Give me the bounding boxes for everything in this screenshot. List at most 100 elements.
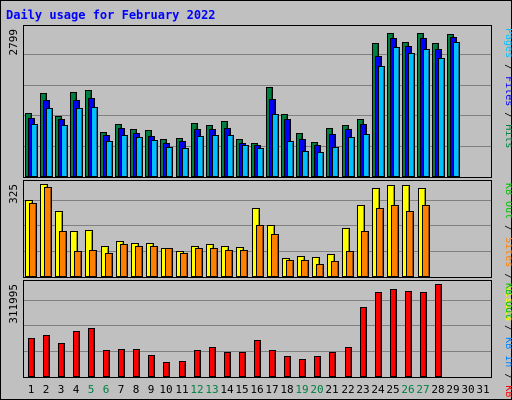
legend-entry: / — [503, 367, 512, 385]
bar-shade — [428, 50, 429, 176]
bar-shade — [307, 152, 308, 176]
bar-kb-f-21 — [329, 352, 336, 377]
legend-entry: KB In — [503, 337, 512, 367]
bar-kb-f-20 — [314, 356, 321, 377]
bar-sites-21 — [331, 261, 339, 277]
bar-kb-f-12 — [194, 350, 201, 377]
x-tick-label: 15 — [235, 383, 248, 396]
x-tick-label: 27 — [416, 383, 429, 396]
bar-shade — [428, 206, 429, 276]
bar-shade — [111, 254, 112, 276]
bar-shade — [111, 142, 112, 176]
bar-kb-f-1 — [28, 338, 35, 377]
bar-shade — [232, 136, 233, 176]
x-tick-label: 9 — [148, 383, 155, 396]
x-tick-label: 10 — [159, 383, 172, 396]
bar-sites-19 — [301, 260, 309, 277]
legend-entry: Hits — [503, 124, 512, 148]
bar-shade — [337, 262, 338, 276]
x-tick-label: 23 — [356, 383, 369, 396]
bar-shade — [35, 204, 36, 276]
legend-entry: Files — [503, 76, 512, 106]
bar-shade — [171, 148, 172, 176]
legend-entry: / — [503, 267, 512, 285]
bar-pages-17 — [272, 114, 279, 177]
x-tick-label: 24 — [371, 383, 385, 396]
x-tick-label: 21 — [325, 383, 338, 396]
bar-shade — [93, 329, 94, 376]
bar-shade — [81, 109, 82, 176]
bar-shade — [383, 67, 384, 176]
bar-shade — [412, 212, 413, 276]
x-tick-label: 8 — [133, 383, 140, 396]
panel-max-label: 325 — [7, 184, 20, 204]
legend-entry: KB Out — [503, 283, 512, 319]
bar-shade — [334, 353, 335, 376]
legend-entry: / — [503, 319, 512, 337]
bar-kb-f-15 — [239, 352, 246, 377]
bar-kb-f-22 — [345, 347, 352, 377]
bar-shade — [217, 136, 218, 176]
bar-shade — [153, 356, 154, 376]
bar-kb-f-10 — [163, 362, 170, 377]
bar-shade — [425, 293, 426, 376]
bar-shade — [322, 153, 323, 176]
bar-sites-13 — [210, 248, 218, 277]
bar-pages-4 — [76, 108, 83, 177]
bar-sites-25 — [391, 205, 399, 277]
x-tick-label: 12 — [190, 383, 203, 396]
x-tick-label: 1 — [28, 383, 35, 396]
bar-pages-11 — [182, 148, 189, 177]
bar-shade — [247, 146, 248, 176]
panel-1: 2799 Pages / Files / Hits — [7, 25, 512, 178]
x-tick-label: 11 — [175, 383, 188, 396]
bar-kb-f-13 — [209, 347, 216, 377]
bar-shade — [123, 350, 124, 376]
bar-shade — [156, 247, 157, 276]
bar-sites-24 — [376, 208, 384, 277]
bar-pages-2 — [46, 108, 53, 177]
bar-shade — [368, 135, 369, 176]
bar-pages-5 — [91, 107, 98, 177]
x-tick-label: 7 — [118, 383, 125, 396]
bar-pages-28 — [438, 58, 445, 177]
bar-sites-7 — [120, 244, 128, 277]
bar-pages-19 — [302, 151, 309, 177]
bar-shade — [138, 350, 139, 376]
bar-sites-4 — [74, 251, 82, 277]
x-axis-labels: 1 2 3 4 5 6 7 8 9 10 11 12 13 14 15 16 17 18 19 20 21 22 23 24 2… — [28, 383, 490, 396]
x-tick-label: 20 — [310, 383, 323, 396]
bar-shade — [413, 54, 414, 176]
bar-shade — [289, 357, 290, 376]
legend-entry: KB F — [503, 385, 512, 400]
bar-pages-7 — [121, 135, 128, 177]
bar-kb-f-25 — [390, 289, 397, 377]
x-tick-label: 22 — [341, 383, 354, 396]
bar-shade — [171, 249, 172, 276]
legend-entry: Pages — [503, 28, 512, 58]
bar-shade — [382, 209, 383, 276]
x-tick-label: 18 — [280, 383, 293, 396]
bar-shade — [187, 149, 188, 176]
bar-shade — [440, 285, 441, 376]
bar-sites-1 — [29, 203, 37, 277]
bar-pages-18 — [287, 141, 294, 177]
bar-pages-1 — [31, 124, 38, 177]
bar-pages-25 — [393, 47, 400, 177]
bar-shade — [367, 232, 368, 276]
bar-kb-f-23 — [360, 307, 367, 377]
bar-shade — [36, 125, 37, 176]
bar-shade — [262, 226, 263, 276]
bar-shade — [186, 254, 187, 276]
bar-shade — [380, 293, 381, 376]
bar-shade — [292, 142, 293, 176]
bar-sites-16 — [256, 225, 264, 277]
bar-shade — [168, 363, 169, 376]
x-tick-label: 30 — [461, 383, 474, 396]
chart-title: Daily usage for February 2022 — [6, 8, 216, 22]
x-tick-label: 25 — [386, 383, 399, 396]
bar-kb-f-7 — [118, 349, 125, 377]
bar-kb-f-27 — [420, 292, 427, 377]
bar-kb-f-28 — [435, 284, 442, 377]
bar-shade — [78, 332, 79, 376]
